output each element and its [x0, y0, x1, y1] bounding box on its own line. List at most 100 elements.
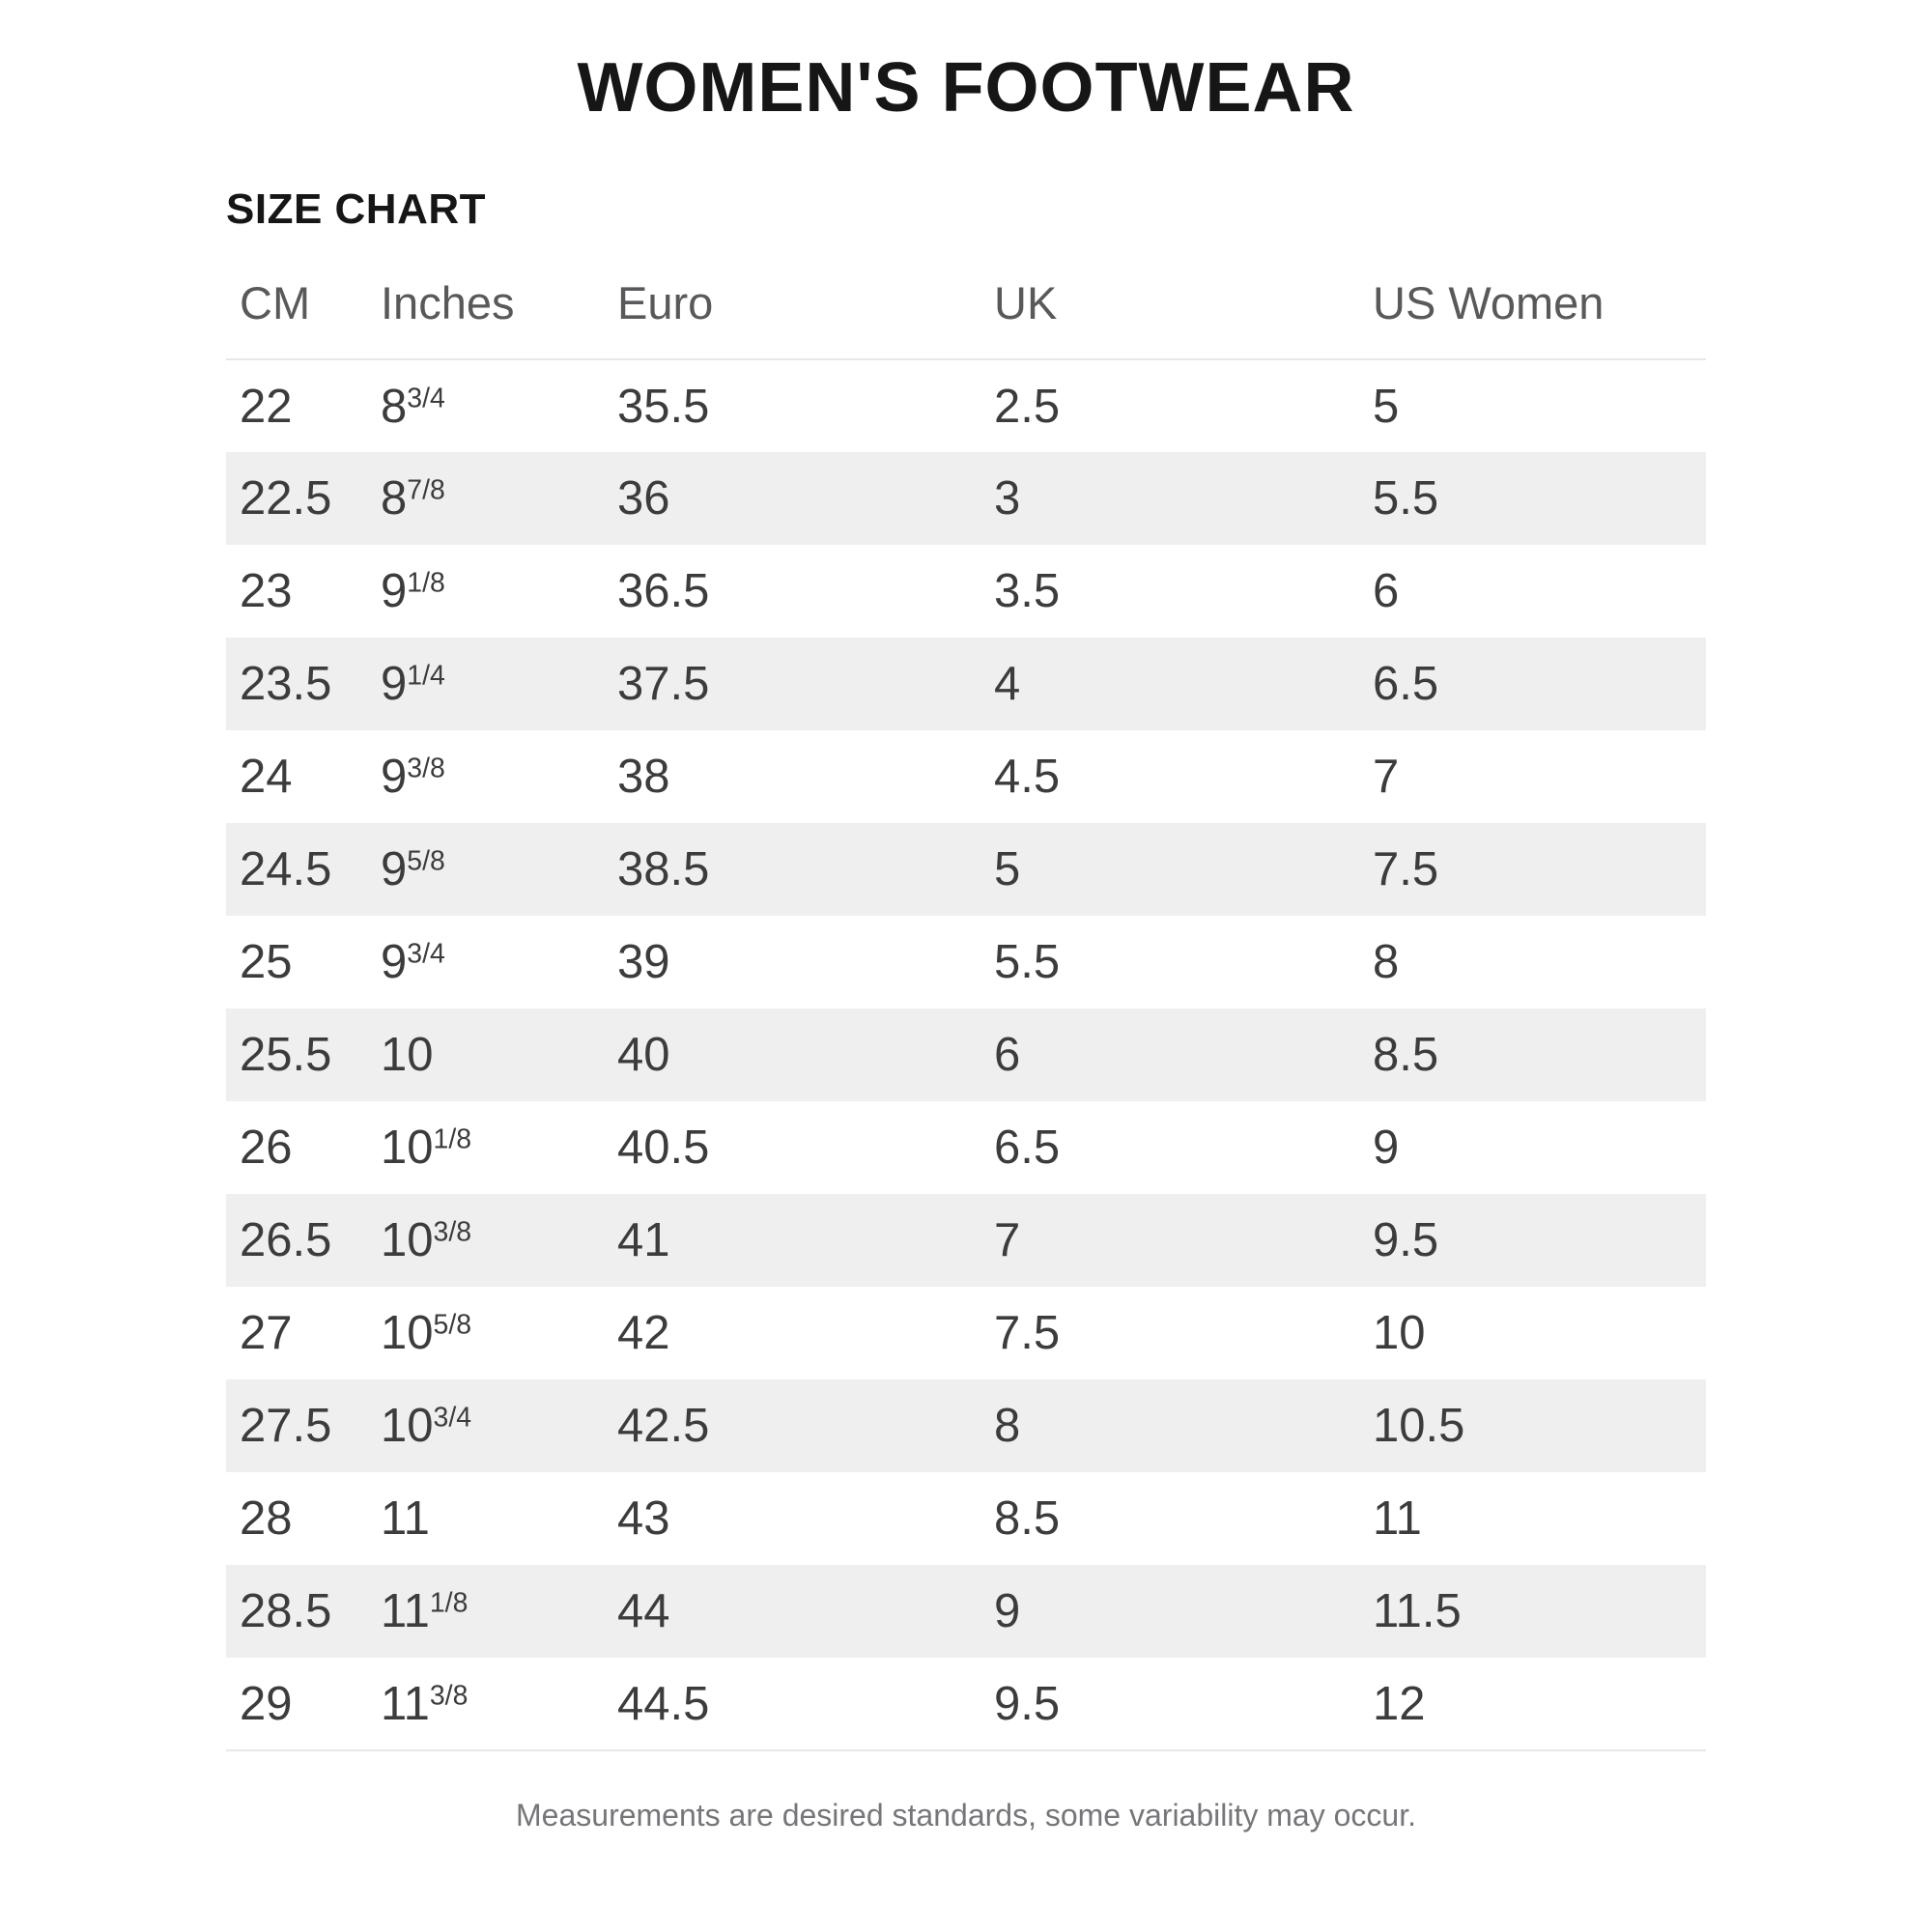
- size-chart-section: SIZE CHART CM Inches Euro UK US Women 22…: [226, 185, 1706, 1833]
- cell-us-women: 8: [1373, 936, 1400, 988]
- cell-inches: 103/4: [381, 1400, 472, 1452]
- cell-euro: 35.5: [617, 380, 710, 433]
- cell-us-women: 8.5: [1373, 1029, 1439, 1081]
- cell-us-women: 9.5: [1373, 1214, 1439, 1266]
- cell-cm: 29: [226, 1658, 367, 1751]
- cell-uk: 3.5: [994, 565, 1061, 617]
- table-row: 23 91/8 36.5 3.5 6: [226, 545, 1706, 638]
- cell-cm: 27: [240, 1307, 293, 1359]
- table-row: 28 11 43 8.5 11: [226, 1472, 1706, 1565]
- table-row: 23.5 91/4 37.5 4 6.5: [226, 638, 1706, 730]
- column-header-cm: CM: [226, 276, 367, 360]
- cell-cm: 23.5: [240, 658, 332, 710]
- cell-inches: 111/8: [381, 1585, 469, 1637]
- table-row: 29 113/8 44.5 9.5 12: [226, 1658, 1706, 1751]
- cell-euro: 42.5: [617, 1400, 710, 1452]
- cell-cm: 26.5: [240, 1214, 332, 1266]
- cell-cm: 25: [240, 936, 293, 988]
- cell-euro: 36: [617, 472, 670, 525]
- cell-inches: 91/8: [381, 565, 445, 617]
- cell-euro: 40.5: [617, 1122, 710, 1174]
- table-row: 22 83/4 35.5 2.5 5: [226, 359, 1706, 452]
- cell-euro: 38.5: [617, 843, 710, 895]
- inches-fraction: 3/4: [407, 382, 445, 413]
- table-row: 25.5 10 40 6 8.5: [226, 1009, 1706, 1101]
- cell-uk: 2.5: [994, 380, 1061, 433]
- cell-cm: 24: [240, 751, 293, 803]
- cell-euro: 38: [617, 751, 670, 803]
- cell-us-women: 10.5: [1373, 1400, 1465, 1452]
- cell-inches: 93/8: [381, 751, 445, 803]
- cell-cm: 22: [240, 380, 293, 433]
- cell-us-women: 12: [1359, 1658, 1706, 1751]
- cell-uk: 9: [994, 1585, 1021, 1637]
- cell-uk: 6.5: [994, 1122, 1061, 1174]
- cell-inches: 101/8: [381, 1122, 472, 1174]
- table-header: CM Inches Euro UK US Women: [226, 276, 1706, 360]
- inches-fraction: 1/4: [407, 660, 445, 692]
- cell-us-women: 7.5: [1373, 843, 1439, 895]
- cell-us-women: 11.5: [1373, 1585, 1462, 1637]
- cell-cm: 28.5: [240, 1585, 332, 1637]
- cell-uk: 9.5: [980, 1658, 1359, 1751]
- cell-uk: 4: [994, 658, 1021, 710]
- table-row: 26.5 103/8 41 7 9.5: [226, 1194, 1706, 1287]
- cell-inches: 83/4: [381, 380, 445, 433]
- cell-us-women: 6.5: [1373, 658, 1439, 710]
- column-header-us-women: US Women: [1359, 276, 1706, 360]
- cell-cm: 25.5: [240, 1029, 332, 1081]
- cell-cm: 23: [240, 565, 293, 617]
- table-row: 24 93/8 38 4.5 7: [226, 730, 1706, 823]
- inches-fraction: 5/8: [433, 1309, 472, 1341]
- cell-inches: 105/8: [381, 1307, 472, 1359]
- cell-uk: 6: [994, 1029, 1021, 1081]
- cell-inches: 91/4: [381, 658, 445, 710]
- inches-fraction: 3/4: [407, 938, 445, 970]
- cell-euro: 39: [617, 936, 670, 988]
- cell-inches: 87/8: [381, 472, 445, 525]
- size-table-body: 22 83/4 35.5 2.5 5 22.5 87/8 36 3 5.5 23 91/8 36.5 3.…: [226, 359, 1706, 1751]
- inches-fraction: 3/8: [429, 1679, 469, 1711]
- inches-fraction: 1/8: [433, 1123, 472, 1155]
- column-header-uk: UK: [980, 276, 1359, 360]
- inches-fraction: 7/8: [407, 474, 445, 506]
- cell-us-women: 5.5: [1373, 472, 1439, 525]
- inches-fraction: 1/8: [429, 1587, 469, 1619]
- footnote: Measurements are desired standards, some…: [516, 1798, 1416, 1833]
- cell-uk: 7.5: [994, 1307, 1061, 1359]
- column-header-euro: Euro: [604, 276, 980, 360]
- cell-cm: 24.5: [240, 843, 332, 895]
- cell-us-women: 10: [1373, 1307, 1426, 1359]
- table-row: 24.5 95/8 38.5 5 7.5: [226, 823, 1706, 916]
- inches-fraction: 3/8: [433, 1216, 472, 1248]
- table-row: 26 101/8 40.5 6.5 9: [226, 1101, 1706, 1194]
- cell-uk: 7: [994, 1214, 1021, 1266]
- cell-cm: 26: [240, 1122, 293, 1174]
- cell-uk: 8.5: [994, 1492, 1061, 1545]
- table-row: 25 93/4 39 5.5 8: [226, 916, 1706, 1009]
- cell-uk: 5: [994, 843, 1021, 895]
- cell-uk: 3: [994, 472, 1021, 525]
- cell-us-women: 9: [1373, 1122, 1400, 1174]
- cell-inches: 113/8: [367, 1658, 604, 1751]
- cell-cm: 28: [240, 1492, 293, 1545]
- page-title: WOMEN'S FOOTWEAR: [577, 49, 1355, 127]
- table-row: 27 105/8 42 7.5 10: [226, 1287, 1706, 1379]
- cell-cm: 22.5: [240, 472, 332, 525]
- header-row: CM Inches Euro UK US Women: [226, 276, 1706, 360]
- cell-euro: 36.5: [617, 565, 710, 617]
- cell-euro: 43: [617, 1492, 670, 1545]
- cell-us-women: 11: [1373, 1492, 1422, 1545]
- cell-cm: 27.5: [240, 1400, 332, 1452]
- section-title: SIZE CHART: [226, 185, 486, 233]
- cell-euro: 44.5: [604, 1658, 980, 1751]
- cell-euro: 40: [617, 1029, 670, 1081]
- cell-uk: 5.5: [994, 936, 1061, 988]
- cell-inches: 103/8: [381, 1214, 472, 1266]
- table-row: 27.5 103/4 42.5 8 10.5: [226, 1379, 1706, 1472]
- table-row: 22.5 87/8 36 3 5.5: [226, 452, 1706, 545]
- size-chart-table: CM Inches Euro UK US Women 22 83/4 35.5 2.5…: [226, 276, 1706, 1751]
- cell-us-women: 5: [1373, 380, 1400, 433]
- cell-euro: 37.5: [617, 658, 710, 710]
